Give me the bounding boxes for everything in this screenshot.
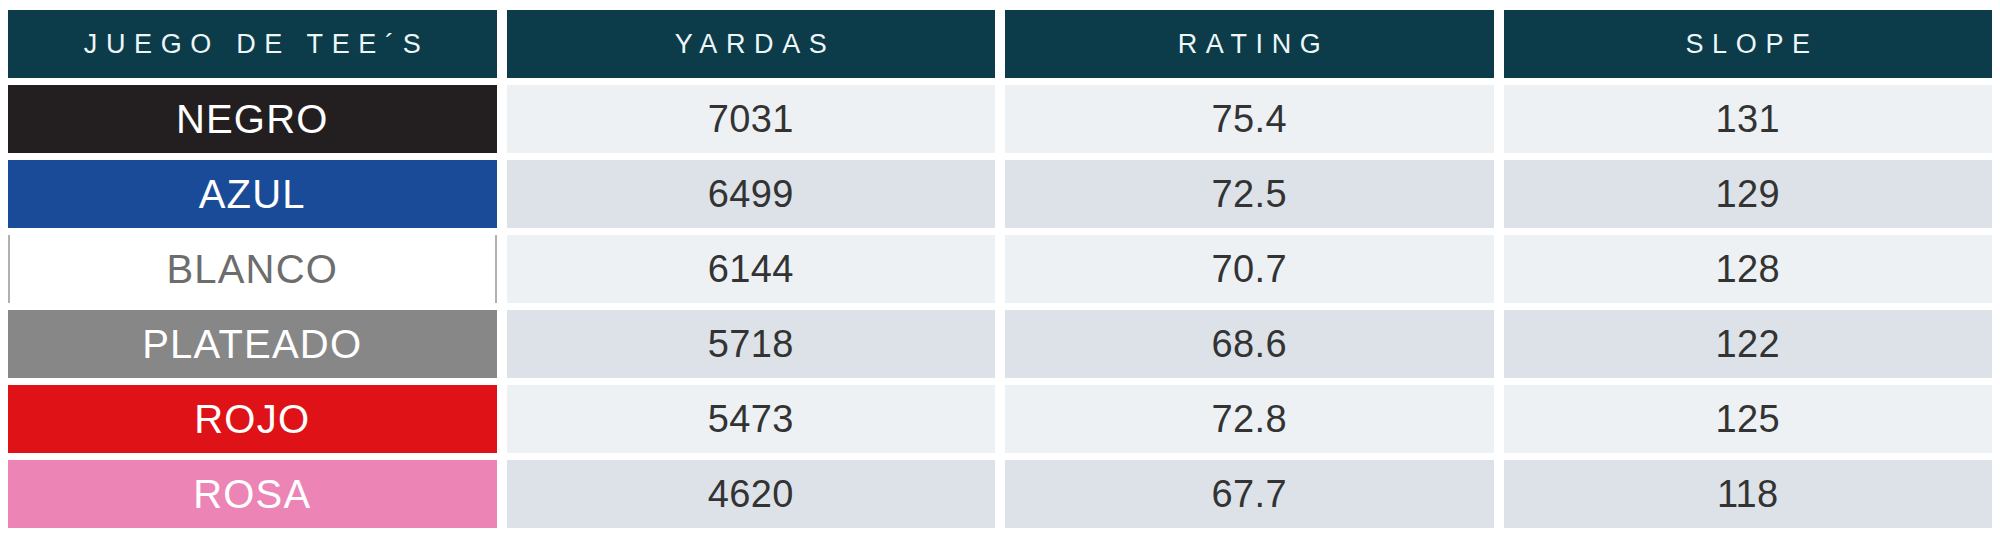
column-header-slope: SLOPE bbox=[1504, 10, 1993, 78]
column-header-yardas: YARDAS bbox=[507, 10, 996, 78]
yardas-cell: 6144 bbox=[507, 235, 996, 303]
tee-cell-azul: AZUL bbox=[8, 160, 497, 228]
column-header-rating: RATING bbox=[1005, 10, 1494, 78]
slope-cell: 129 bbox=[1504, 160, 1993, 228]
slope-cell: 128 bbox=[1504, 235, 1993, 303]
rating-cell: 72.5 bbox=[1005, 160, 1494, 228]
tee-sets-page: JUEGO DE TEE´S YARDAS RATING SLOPE NEGRO… bbox=[0, 0, 2000, 552]
tee-cell-negro: NEGRO bbox=[8, 85, 497, 153]
yardas-cell: 5718 bbox=[507, 310, 996, 378]
yardas-cell: 6499 bbox=[507, 160, 996, 228]
slope-cell: 131 bbox=[1504, 85, 1993, 153]
rating-cell: 72.8 bbox=[1005, 385, 1494, 453]
yardas-cell: 7031 bbox=[507, 85, 996, 153]
rating-cell: 67.7 bbox=[1005, 460, 1494, 528]
slope-cell: 125 bbox=[1504, 385, 1993, 453]
yardas-cell: 4620 bbox=[507, 460, 996, 528]
slope-cell: 122 bbox=[1504, 310, 1993, 378]
rating-cell: 70.7 bbox=[1005, 235, 1494, 303]
slope-cell: 118 bbox=[1504, 460, 1993, 528]
yardas-cell: 5473 bbox=[507, 385, 996, 453]
tee-cell-rojo: ROJO bbox=[8, 385, 497, 453]
rating-cell: 68.6 bbox=[1005, 310, 1494, 378]
tee-cell-rosa: ROSA bbox=[8, 460, 497, 528]
column-header-juego-de-tees: JUEGO DE TEE´S bbox=[8, 10, 497, 78]
tee-cell-blanco: BLANCO bbox=[8, 235, 497, 303]
tee-cell-plateado: PLATEADO bbox=[8, 310, 497, 378]
rating-cell: 75.4 bbox=[1005, 85, 1494, 153]
tee-table: JUEGO DE TEE´S YARDAS RATING SLOPE NEGRO… bbox=[0, 0, 2000, 528]
